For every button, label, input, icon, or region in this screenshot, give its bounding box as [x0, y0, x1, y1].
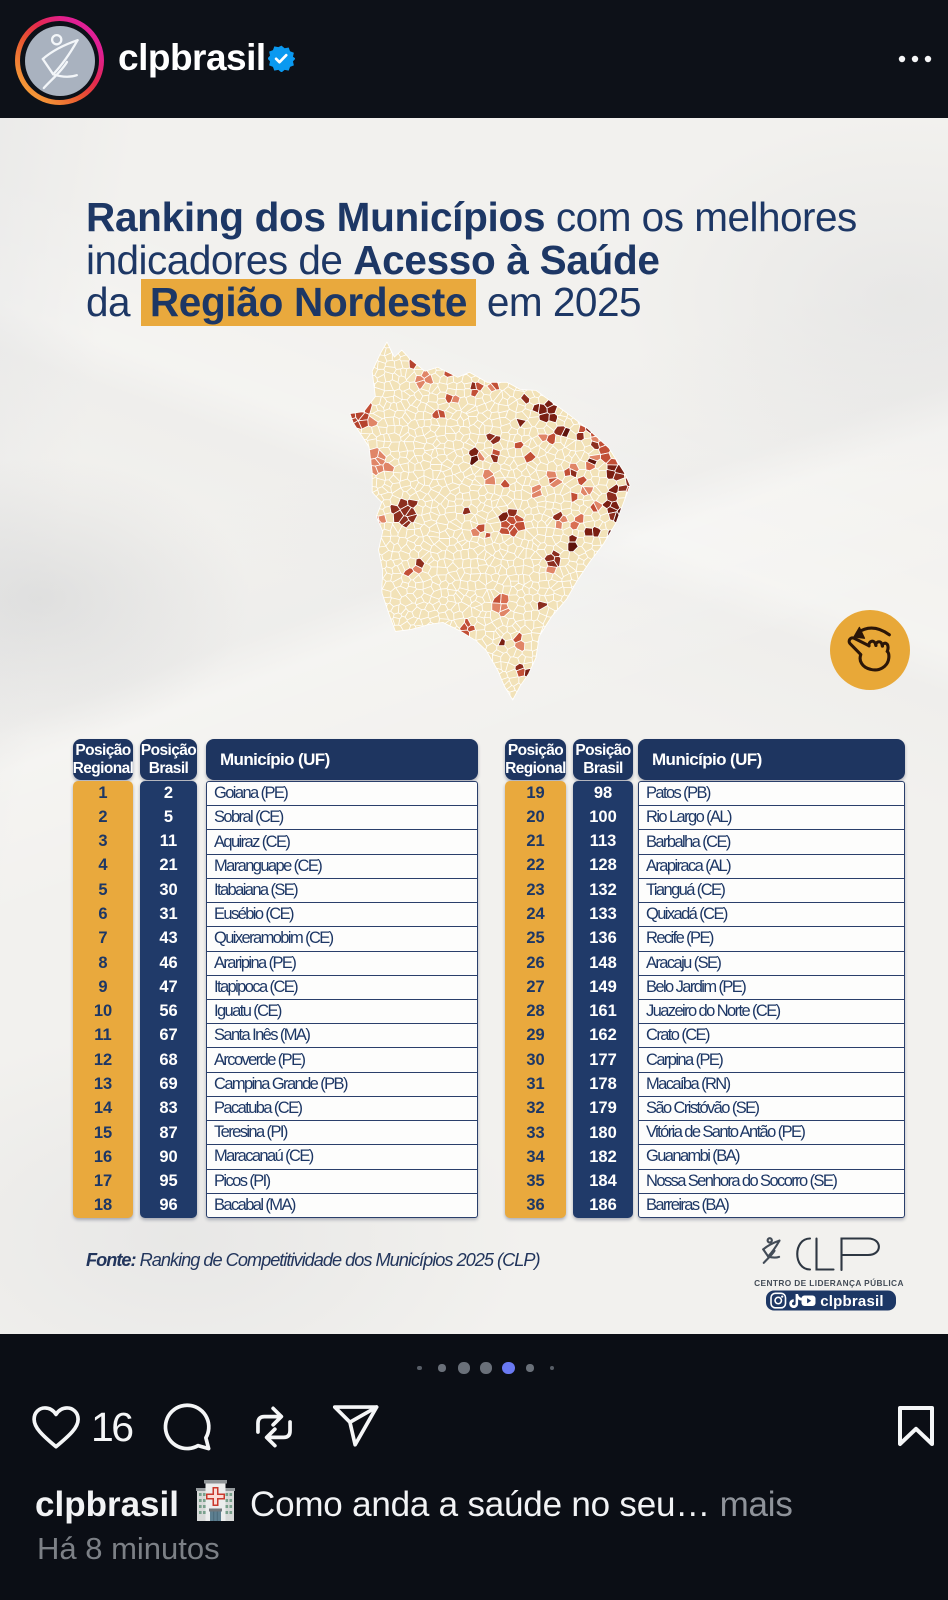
svg-text:clpbrasil: clpbrasil — [820, 1293, 884, 1310]
svg-text:CENTRO DE LIDERANÇA PÚBLICA: CENTRO DE LIDERANÇA PÚBLICA — [754, 1277, 904, 1288]
